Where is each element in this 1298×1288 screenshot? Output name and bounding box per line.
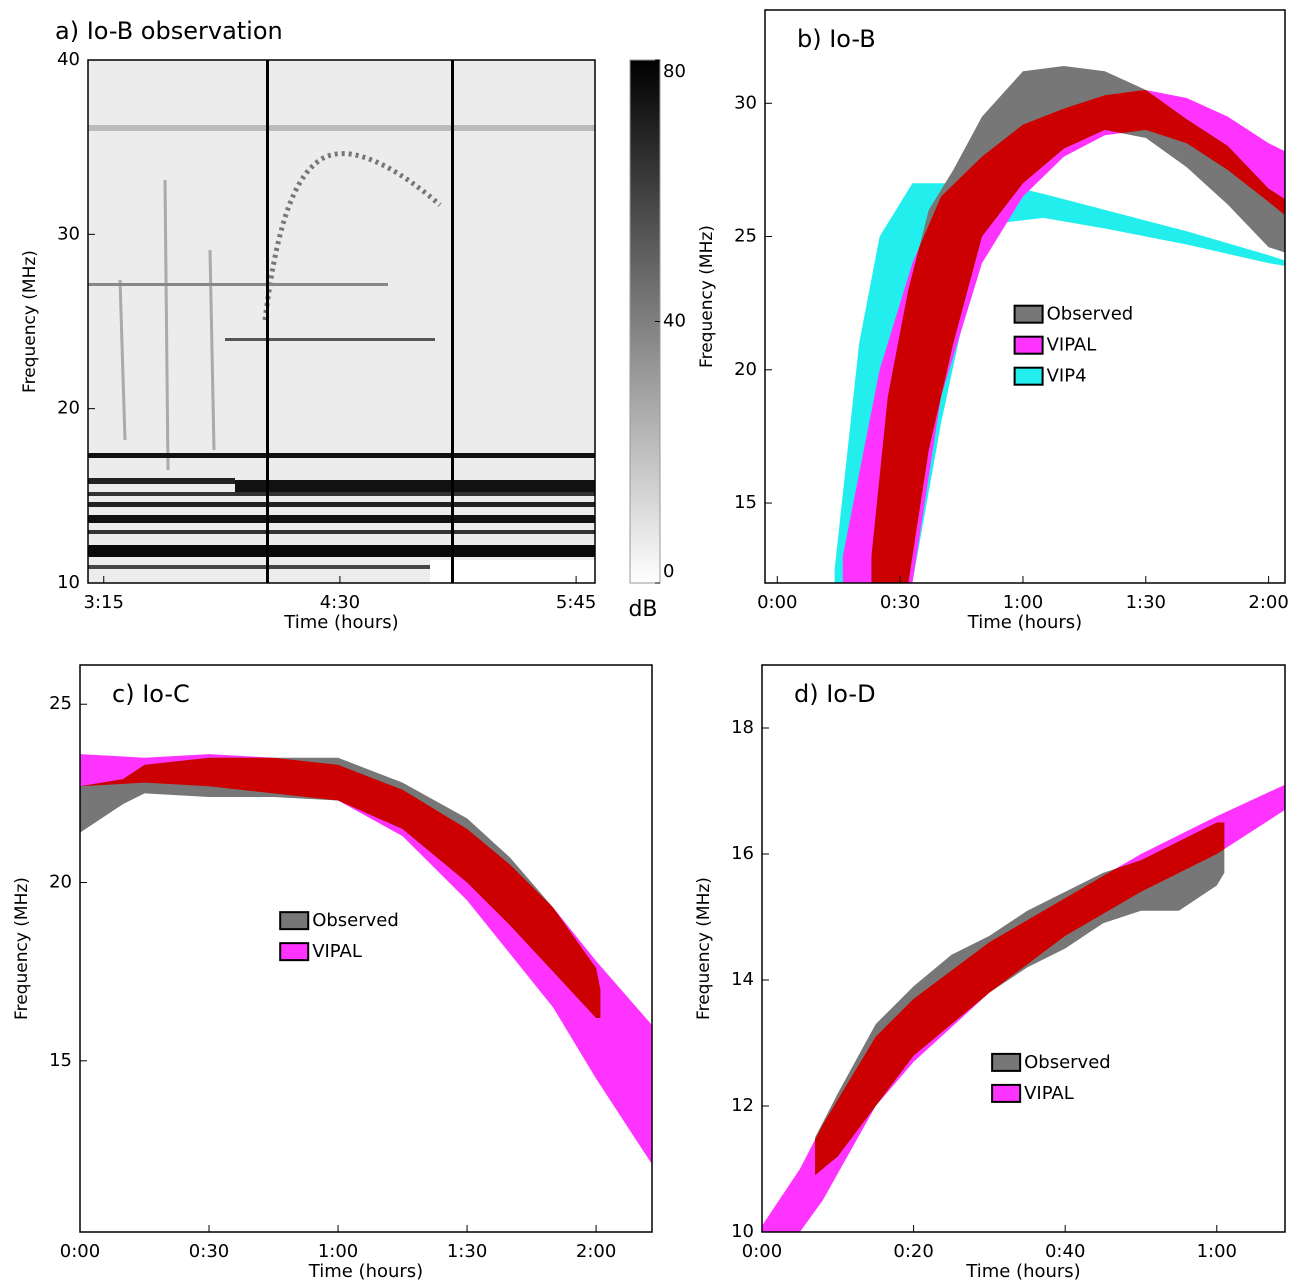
x-axis-label: Time (hours)	[965, 1261, 1080, 1282]
legend-label: VIPAL	[1047, 335, 1097, 356]
x-axis-label: Time (hours)	[283, 612, 398, 633]
plot-frame	[761, 664, 1286, 1233]
legend-label: Observed	[312, 910, 399, 931]
legend-swatch	[1013, 335, 1044, 355]
x-tick-label: 4:30	[320, 592, 360, 613]
legend-label: VIP4	[1047, 366, 1087, 387]
y-tick-label: 10	[731, 1221, 754, 1242]
x-tick-label: 1:30	[447, 1241, 487, 1262]
colorbar-tick-label: 40	[663, 311, 686, 332]
x-tick-label: 5:45	[556, 592, 596, 613]
legend-swatch	[1013, 304, 1044, 324]
chart-title: d) Io-D	[794, 680, 876, 708]
legend-label: Observed	[1024, 1052, 1111, 1073]
y-tick-label: 20	[49, 872, 72, 893]
legend-swatch	[279, 911, 310, 931]
x-tick-label: 0:20	[893, 1241, 933, 1262]
y-tick-label: 30	[734, 92, 757, 113]
y-tick-label: 40	[57, 49, 80, 70]
range-area	[762, 784, 1285, 1232]
plot-frame	[764, 9, 1286, 584]
legend-swatch	[991, 1052, 1022, 1072]
x-tick-label: 1:00	[1197, 1241, 1237, 1262]
legend-swatch	[1013, 366, 1044, 386]
x-tick-label: 0:00	[60, 1241, 100, 1262]
colorbar-tick-label: 80	[663, 61, 686, 82]
x-tick-label: 1:00	[318, 1241, 358, 1262]
legend-swatch	[991, 1083, 1022, 1103]
x-tick-label: 1:00	[1003, 592, 1043, 613]
plot-frame	[87, 59, 596, 584]
overlap-area	[871, 89, 1285, 583]
y-axis-label: Frequency (MHz)	[12, 877, 32, 1020]
x-tick-label: 2:00	[576, 1241, 616, 1262]
legend-label: VIPAL	[1024, 1083, 1074, 1104]
x-tick-label: 1:30	[1126, 592, 1166, 613]
y-tick-label: 30	[57, 223, 80, 244]
y-tick-label: 20	[734, 359, 757, 380]
y-axis-label: Frequency (MHz)	[697, 225, 717, 368]
chart-title: b) Io-B	[797, 25, 876, 53]
legend-swatch	[279, 942, 310, 962]
y-tick-label: 15	[734, 492, 757, 513]
x-axis-label: Time (hours)	[308, 1261, 423, 1282]
chart-title: a) Io-B observation	[55, 17, 283, 45]
range-area	[815, 822, 1225, 1176]
y-tick-label: 20	[57, 398, 80, 419]
y-tick-label: 12	[731, 1095, 754, 1116]
range-area	[80, 757, 601, 1019]
y-tick-label: 25	[734, 226, 757, 247]
x-tick-label: 3:15	[84, 592, 124, 613]
x-tick-label: 0:30	[189, 1241, 229, 1262]
y-tick-label: 15	[49, 1050, 72, 1071]
y-tick-label: 10	[57, 572, 80, 593]
y-tick-label: 16	[731, 843, 754, 864]
x-axis-label: Time (hours)	[967, 612, 1082, 633]
y-tick-label: 25	[49, 693, 72, 714]
y-tick-label: 14	[731, 969, 754, 990]
x-tick-label: 0:00	[742, 1241, 782, 1262]
plot-frame	[79, 664, 653, 1233]
colorbar-tick-label: 0	[663, 561, 674, 582]
colorbar-label: dB	[628, 597, 657, 622]
legend-label: Observed	[1047, 304, 1134, 325]
x-tick-label: 0:40	[1045, 1241, 1085, 1262]
y-axis-label: Frequency (MHz)	[694, 877, 714, 1020]
spectrogram-image	[88, 60, 595, 583]
y-tick-label: 18	[731, 717, 754, 738]
x-tick-label: 0:30	[880, 592, 920, 613]
y-axis-label: Frequency (MHz)	[20, 250, 40, 393]
legend-label: VIPAL	[312, 941, 362, 962]
chart-title: c) Io-C	[112, 680, 190, 708]
x-tick-label: 0:00	[757, 592, 797, 613]
x-tick-label: 2:00	[1248, 592, 1288, 613]
range-area	[80, 754, 652, 1165]
